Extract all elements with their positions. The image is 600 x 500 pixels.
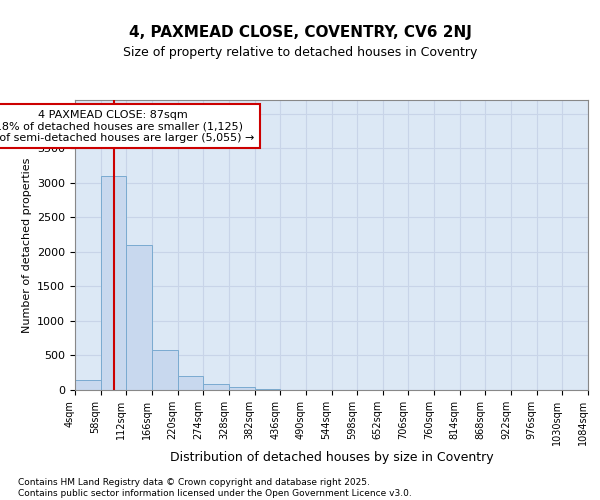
Text: 4, PAXMEAD CLOSE, COVENTRY, CV6 2NJ: 4, PAXMEAD CLOSE, COVENTRY, CV6 2NJ: [128, 25, 472, 40]
Text: Size of property relative to detached houses in Coventry: Size of property relative to detached ho…: [123, 46, 477, 59]
Bar: [254, 388, 280, 390]
Bar: [203, 384, 229, 390]
Bar: [127, 245, 152, 390]
X-axis label: Distribution of detached houses by size in Coventry: Distribution of detached houses by size …: [170, 450, 493, 464]
Text: 4 PAXMEAD CLOSE: 87sqm
← 18% of detached houses are smaller (1,125)
82% of semi-: 4 PAXMEAD CLOSE: 87sqm ← 18% of detached…: [0, 110, 254, 143]
Bar: [75, 380, 101, 390]
Bar: [178, 376, 203, 390]
Y-axis label: Number of detached properties: Number of detached properties: [22, 158, 32, 332]
Bar: [152, 350, 178, 390]
Text: Contains HM Land Registry data © Crown copyright and database right 2025.
Contai: Contains HM Land Registry data © Crown c…: [18, 478, 412, 498]
Bar: [101, 176, 127, 390]
Bar: [229, 386, 254, 390]
